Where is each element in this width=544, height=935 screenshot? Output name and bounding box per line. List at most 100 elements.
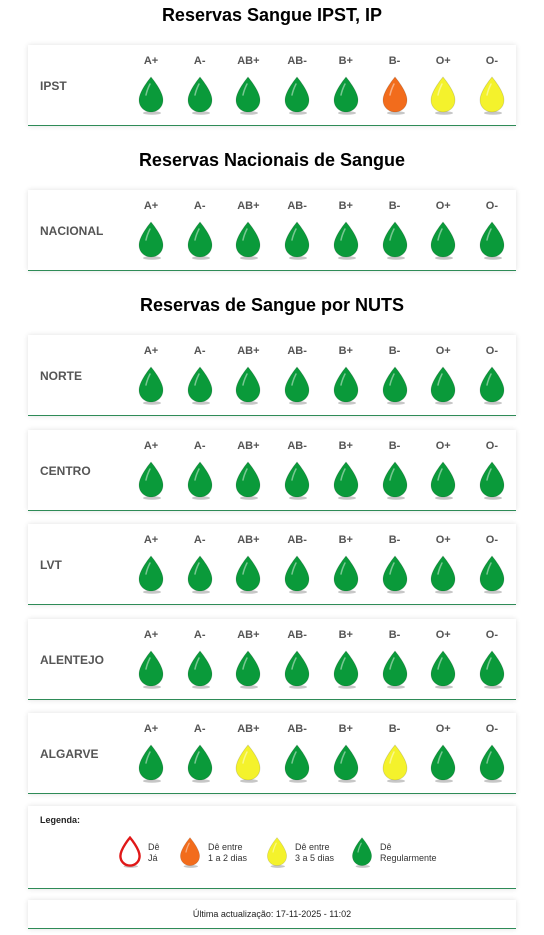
blood-drop-green-icon: [282, 365, 312, 405]
blood-drop-green-icon: [233, 75, 263, 115]
blood-drop-yellow-icon: [265, 836, 289, 873]
blood-drop-green-icon: [136, 554, 166, 594]
blood-drop-green-icon: [331, 75, 361, 115]
blood-drop-green-icon: [233, 365, 263, 405]
blood-drop-green-icon: [380, 554, 410, 594]
blood-drop-green-icon: [282, 460, 312, 500]
region-name: IPST: [40, 79, 67, 93]
blood-type-cell: O+: [418, 45, 468, 125]
blood-type-cell: A-: [175, 190, 225, 270]
blood-type-label: AB-: [287, 629, 307, 641]
region-name: ALENTEJO: [40, 653, 105, 667]
blood-type-cell: O-: [467, 524, 517, 604]
legend-text-orange: Dê entre 1 a 2 dias: [208, 842, 248, 863]
blood-drop-green-icon: [185, 743, 215, 783]
blood-drop-green-icon: [477, 554, 507, 594]
blood-drop-green-icon: [185, 220, 215, 260]
blood-drop-green-icon: [282, 743, 312, 783]
blood-drop-green-icon: [380, 365, 410, 405]
blood-type-label: O+: [435, 534, 451, 546]
region-card-ipst: IPST A+ A- AB+ AB- B+ B- O+ O-: [28, 45, 516, 126]
blood-type-cell: A+: [126, 190, 176, 270]
blood-type-label: B-: [388, 200, 401, 212]
blood-type-label: B+: [338, 200, 353, 212]
title-nacional: Reservas Nacionais de Sangue: [138, 150, 406, 170]
blood-type-label: O-: [485, 55, 498, 67]
blood-drop-green-icon: [331, 554, 361, 594]
blood-drop-green-icon: [282, 220, 312, 260]
legend-text-yellow: Dê entre 3 a 5 dias: [295, 842, 335, 863]
title-nuts: Reservas de Sangue por NUTS: [139, 295, 405, 315]
region-card-nacional: NACIONAL A+ A- AB+ AB- B+ B- O+ O-: [28, 190, 516, 271]
blood-type-cell: AB+: [223, 335, 273, 415]
blood-type-row: A+ A- AB+ AB- B+ B- O+ O-: [126, 335, 516, 415]
blood-type-label: O+: [435, 723, 451, 735]
blood-type-label: O+: [435, 440, 451, 452]
blood-type-cell: A-: [175, 335, 225, 415]
legend-text-red: Dê Já: [148, 842, 160, 863]
blood-drop-green-icon: [380, 220, 410, 260]
region-card-centro: CENTRO A+ A- AB+ AB- B+ B- O+ O-: [28, 430, 516, 511]
blood-type-label: A-: [193, 200, 206, 212]
title-ipst: Reservas Sangue IPST, IP: [161, 5, 383, 25]
blood-type-label: O+: [435, 55, 451, 67]
blood-type-label: AB+: [237, 345, 260, 357]
blood-drop-green-icon: [233, 460, 263, 500]
blood-drop-yellow-icon: [428, 75, 458, 115]
blood-type-label: A-: [193, 345, 206, 357]
blood-type-label: B+: [338, 55, 353, 67]
blood-type-label: B-: [388, 345, 401, 357]
blood-drop-green-icon: [477, 365, 507, 405]
blood-type-row: A+ A- AB+ AB- B+ B- O+ O-: [126, 619, 516, 699]
blood-type-cell: O-: [467, 619, 517, 699]
blood-type-cell: A+: [126, 430, 176, 510]
blood-drop-orange-icon: [178, 836, 202, 873]
blood-type-cell: AB+: [223, 619, 273, 699]
blood-drop-green-icon: [477, 460, 507, 500]
blood-type-cell: A-: [175, 430, 225, 510]
blood-type-cell: A-: [175, 619, 225, 699]
blood-type-label: A-: [193, 723, 206, 735]
blood-type-label: O-: [485, 534, 498, 546]
blood-drop-green-icon: [350, 836, 374, 873]
blood-type-cell: A-: [175, 713, 225, 793]
blood-type-label: A+: [143, 629, 159, 641]
blood-type-label: A+: [143, 55, 159, 67]
region-name: NORTE: [40, 369, 82, 383]
blood-type-row: A+ A- AB+ AB- B+ B- O+ O-: [126, 45, 516, 125]
blood-type-label: A+: [143, 534, 159, 546]
region-card-lvt: LVT A+ A- AB+ AB- B+ B- O+ O-: [28, 524, 516, 605]
blood-drop-orange-icon: [380, 75, 410, 115]
blood-type-cell: A+: [126, 713, 176, 793]
blood-type-cell: B-: [370, 335, 420, 415]
blood-type-row: A+ A- AB+ AB- B+ B- O+ O-: [126, 190, 516, 270]
blood-type-label: B+: [338, 440, 353, 452]
blood-type-label: B-: [388, 723, 401, 735]
blood-drop-green-icon: [331, 365, 361, 405]
blood-type-cell: A-: [175, 524, 225, 604]
blood-type-cell: B+: [321, 524, 371, 604]
blood-type-label: B-: [388, 534, 401, 546]
blood-type-cell: B-: [370, 45, 420, 125]
blood-drop-green-icon: [136, 460, 166, 500]
blood-type-row: A+ A- AB+ AB- B+ B- O+ O-: [126, 713, 516, 793]
blood-type-cell: B+: [321, 430, 371, 510]
region-name: NACIONAL: [40, 224, 104, 238]
blood-type-cell: AB-: [272, 45, 322, 125]
blood-type-cell: AB-: [272, 190, 322, 270]
blood-type-label: B+: [338, 345, 353, 357]
blood-type-row: A+ A- AB+ AB- B+ B- O+ O-: [126, 524, 516, 604]
blood-type-label: O-: [485, 345, 498, 357]
blood-type-cell: AB+: [223, 190, 273, 270]
blood-type-label: A+: [143, 723, 159, 735]
region-name: ALGARVE: [40, 747, 99, 761]
blood-type-cell: B+: [321, 190, 371, 270]
blood-type-label: A-: [193, 440, 206, 452]
blood-type-label: B-: [388, 440, 401, 452]
blood-drop-green-icon: [428, 649, 458, 689]
blood-type-label: A+: [143, 200, 159, 212]
blood-type-cell: B-: [370, 430, 420, 510]
blood-type-label: A-: [193, 534, 206, 546]
blood-drop-green-icon: [331, 460, 361, 500]
blood-type-cell: O-: [467, 713, 517, 793]
